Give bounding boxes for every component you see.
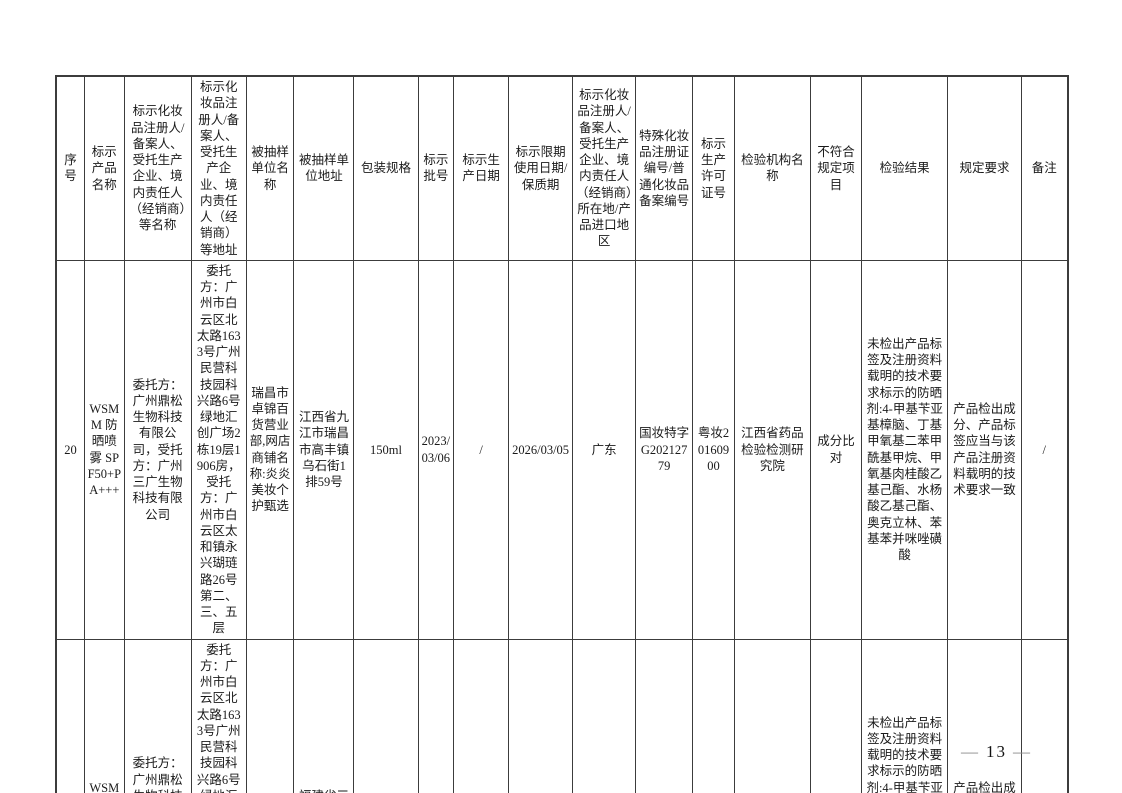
cell-production-license-no: 粤妆20160900 [692,638,735,793]
cell-sampled-unit-address: 江西省九江市瑞昌市高丰镇乌石街1排59号 [293,259,355,640]
cell-inspection-result: 未检出产品标签及注册资料载明的技术要求标示的防晒剂:4-甲基苄亚基樟脑、丁基甲氧… [860,638,949,793]
header-row: 序号 标示产品名称 标示化妆品注册人/备案人、受托生产企业、境内责任人（经销商）… [55,75,1069,261]
cell-production-date: / [453,638,510,793]
column-header-registration-cert-no: 特殊化妆品注册证编号/普通化妆品备案编号 [635,75,694,261]
page-number-dash-right: — [1013,742,1032,761]
page-number-dash-left: — [961,742,980,761]
cell-seq: 20 [55,259,85,640]
cell-expiry-date: 2026/03/05 [508,259,574,640]
column-header-registrant-address: 标示化妆品注册人/备案人、受托生产企业、境内责任人（经销商）等地址 [190,75,247,261]
cell-expiry-date: 2025/7/09 [508,638,574,793]
column-header-production-date: 标示生产日期 [453,75,510,261]
column-header-package-spec: 包装规格 [353,75,419,261]
cell-seq: 21 [55,638,85,793]
cell-inspection-agency: 福建省食品药品质量检验研究院 [733,638,812,793]
cell-remarks: / [1020,638,1069,793]
column-header-batch-number: 标示批号 [417,75,455,261]
cell-registrant-name: 委托方：广州鼎松生物科技有限公司，受托方：广州三广生物科技有限公司 [123,259,192,640]
cell-product-name: WSMM 防晒喷雾 SPF50+PA+++ [83,638,125,793]
cell-batch-number: 2023/03/06 [417,259,455,640]
cell-sampled-unit-name: 瑞昌市卓锦百货营业部,网店商铺名称:炎炎美妆个护甄选 [245,259,295,640]
column-header-inspection-result: 检验结果 [860,75,949,261]
column-header-inspection-agency: 检验机构名称 [733,75,812,261]
cell-registrant-name: 委托方：广州鼎松生物科技有限公司，受托方：广州三广生物科技有限公司 [123,638,192,793]
cell-production-date: / [453,259,510,640]
column-header-noncompliant-item: 不符合规定项目 [810,75,862,261]
column-header-registrant-location: 标示化妆品注册人/备案人、受托生产企业、境内责任人（经销商）所在地/产品进口地区 [572,75,637,261]
page-number-value: 13 [986,742,1007,761]
table-row-21: 21 WSMM 防晒喷雾 SPF50+PA+++ 委托方：广州鼎松生物科技有限公… [55,638,1069,793]
column-header-registrant-name: 标示化妆品注册人/备案人、受托生产企业、境内责任人（经销商）等名称 [123,75,192,261]
cell-package-spec: 150ml [353,259,419,640]
cell-required-standard: 产品检出成分、产品标签应当与该产品注册资料载明的技术要求一致 [947,259,1022,640]
cell-noncompliant-item: 成分比对 [810,638,862,793]
cell-inspection-result: 未检出产品标签及注册资料载明的技术要求标示的防晒剂:4-甲基苄亚基樟脑、丁基甲氧… [860,259,949,640]
cell-product-name: WSMM 防晒喷雾 SPF50+PA+++ [83,259,125,640]
cell-noncompliant-item: 成分比对 [810,259,862,640]
cell-registrant-location: 广东 [572,259,637,640]
cell-production-license-no: 粤妆20160900 [692,259,735,640]
column-header-product-name: 标示产品名称 [83,75,125,261]
cell-package-spec: 150ml [353,638,419,793]
table-row-20: 20 WSMM 防晒喷雾 SPF50+PA+++ 委托方：广州鼎松生物科技有限公… [55,259,1069,640]
cell-inspection-agency: 江西省药品检验检测研究院 [733,259,812,640]
cell-registration-cert-no: 国妆特字G20212779 [635,638,694,793]
column-header-sampled-unit-address: 被抽样单位地址 [293,75,355,261]
column-header-remarks: 备注 [1020,75,1069,261]
column-header-expiry-date: 标示限期使用日期/保质期 [508,75,574,261]
column-header-production-license-no: 标示生产许可证号 [692,75,735,261]
sampling-results-table: 序号 标示产品名称 标示化妆品注册人/备案人、受托生产企业、境内责任人（经销商）… [55,75,1069,793]
cell-registrant-address: 委托方：广州市白云区北太路1633号广州民营科技园科兴路6号绿地汇创广场2栋19… [190,259,247,640]
column-header-sampled-unit-name: 被抽样单位名称 [245,75,295,261]
cell-batch-number: 2022/7/10 [417,638,455,793]
cell-registration-cert-no: 国妆特字G20212779 [635,259,694,640]
cell-sampled-unit-address: 福建省三明市三元区三元街5幢一层9号店 [293,638,355,793]
cell-registrant-location: 广东 [572,638,637,793]
cell-remarks: / [1020,259,1069,640]
page-number: — 13 — [955,742,1038,762]
column-header-required-standard: 规定要求 [947,75,1022,261]
cell-sampled-unit-name: 三明市三元区花妍化妆品店 [245,638,295,793]
cell-required-standard: 产品检出成分、产品标签应当与该产品注册资料载明的技术要求一致 [947,638,1022,793]
cell-registrant-address: 委托方：广州市白云区北太路1633号广州民营科技园科兴路6号绿地汇创广场2栋19… [190,638,247,793]
column-header-seq: 序号 [55,75,85,261]
